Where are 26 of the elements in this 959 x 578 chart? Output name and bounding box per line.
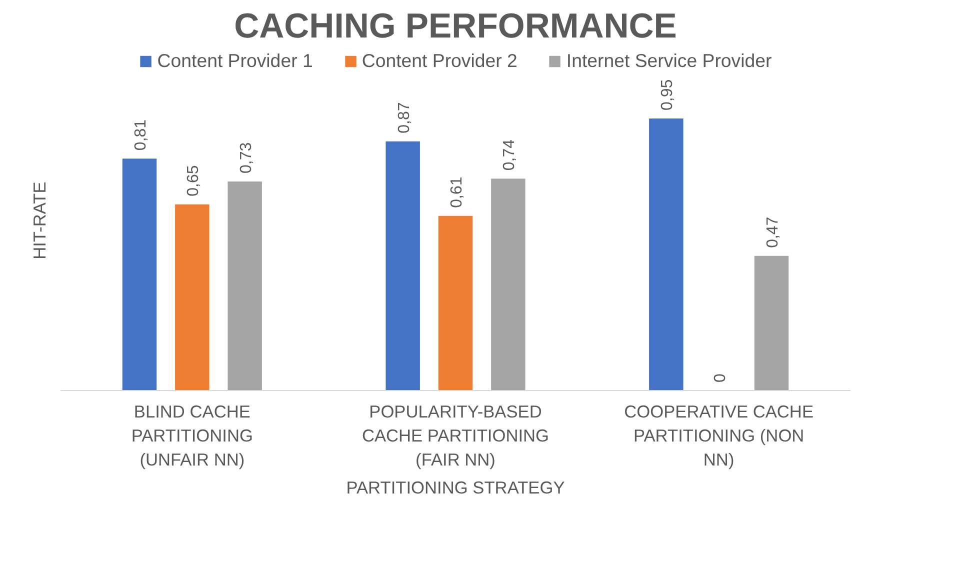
data-label: 0,74: [501, 139, 518, 171]
legend-label: Content Provider 2: [362, 50, 518, 72]
bar: [491, 178, 526, 390]
bar: [122, 158, 157, 390]
bar: [228, 181, 262, 390]
x-tick-label: BLIND CACHE PARTITIONING (UNFAIR NN): [131, 402, 253, 470]
y-axis-title: HIT-RATE: [30, 182, 50, 260]
data-label: 0,73: [238, 142, 255, 174]
x-tick-label: POPULARITY-BASED CACHE PARTITIONING (FAIR NN): [362, 402, 550, 470]
data-label: 0,95: [659, 79, 676, 110]
data-label: 0,87: [396, 102, 413, 134]
data-label: 0,61: [448, 176, 466, 208]
data-label: 0,47: [764, 216, 782, 248]
chart-title: CACHING PERFORMANCE: [234, 8, 677, 46]
bar: [386, 141, 420, 390]
legend-label: Internet Service Provider: [566, 50, 772, 72]
bar: [649, 118, 684, 390]
bar: [438, 216, 473, 390]
data-label: 0,81: [132, 119, 150, 151]
legend-label: Content Provider 1: [157, 50, 313, 72]
data-label: 0,65: [185, 165, 202, 196]
bar: [754, 256, 789, 390]
data-label: 0: [712, 374, 729, 382]
bar: [175, 204, 210, 390]
x-axis-title: PARTITIONING STRATEGY: [346, 478, 566, 498]
x-tick-label: COOPERATIVE CACHE PARTITIONING (NON NN): [624, 402, 814, 470]
